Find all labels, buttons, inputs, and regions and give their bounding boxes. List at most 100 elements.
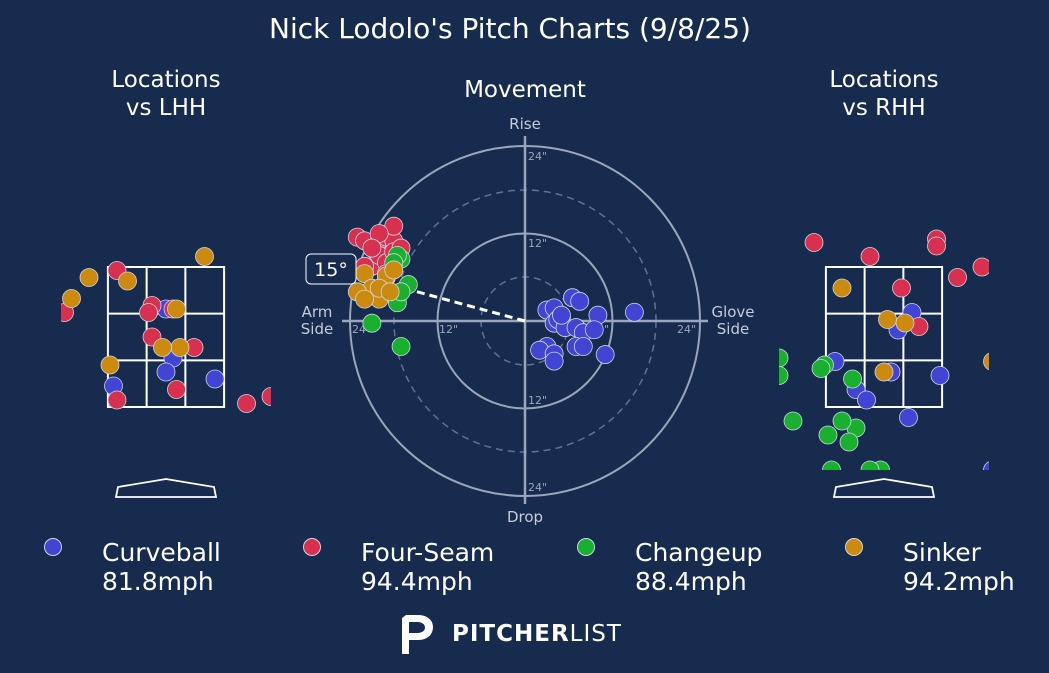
curveball-legend-marker [44,538,62,556]
legend-pitch-name: Four-Seam [361,538,495,567]
left-panel-title-line2: vs LHH [126,95,206,121]
right-panel-title-line2: vs RHH [842,95,925,121]
rise-label: Rise [509,115,541,133]
curveball-movement-point [552,305,571,325]
changeup-movement-point [391,337,411,356]
sinker-pitch-point [118,271,137,291]
ring-label-top-12: 12" [528,237,547,250]
sinker-movement-point [355,289,374,309]
arm-side-label-line1: Arm [302,303,333,321]
glove-side-label-line1: Glove [711,303,754,321]
curveball-movement-point [584,320,604,340]
legend-item-changeup: Changeup 88.4mph [577,538,762,596]
ring-label-right-24: 24" [677,323,696,336]
changeup-pitch-point [839,432,859,452]
curveball-pitch-point [156,362,176,382]
sinker-movement-point [380,282,400,302]
changeup-pitch-point [811,359,831,378]
curveball-pitch-point [1029,454,1047,472]
changeup-pitch-point [822,460,841,470]
locations-vs-lhh-plot [61,247,280,500]
curveball-movement-point [624,302,644,322]
legend-pitch-speed: 94.4mph [361,567,473,596]
curveball-movement-point [595,345,615,364]
curveball-pitch-point [1008,388,1026,406]
sinker-pitch-point [153,338,172,357]
four-seam-pitch-point [804,233,824,252]
four-seam-movement-point [362,238,382,258]
legend-pitch-name: Sinker [903,538,981,567]
home-plate [832,478,936,498]
arm-angle-line [391,283,526,323]
four-seam-pitch-point [892,278,911,298]
center-panel-title: Movement [464,77,586,103]
changeup-pitch-point [860,460,880,470]
four-seam-pitch-point [107,390,127,410]
curveball-movement-point [570,291,590,311]
home-plate [114,478,218,498]
four-seam-pitch-point [139,303,158,322]
four-seam-legend-marker [303,538,321,556]
changeup-pitch-point [832,411,852,431]
arm-angle-label: 15° [314,259,348,281]
curveball-pitch-point [262,482,280,500]
four-seam-pitch-point [753,230,771,248]
legend-pitch-speed: 88.4mph [635,567,747,596]
sinker-pitch-point [983,352,989,371]
curveball-pitch-point [857,390,876,410]
four-seam-pitch-point [994,265,1012,283]
sinker-pitch-point [895,313,915,333]
location-points [61,247,280,500]
legend-pitch-speed: 81.8mph [102,567,214,596]
changeup-pitch-point [783,411,803,431]
four-seam-pitch-point [261,387,271,406]
sinker-pitch-point [170,338,190,357]
sinker-movement-point [384,260,404,280]
legend-item-sinker: Sinker 94.2mph [845,538,1015,596]
curveball-pitch-point [983,461,989,470]
arm-side-label-line2: Side [301,320,333,338]
changeup-pitch-point [779,348,789,368]
strike-zone [824,266,944,408]
four-seam-pitch-point [167,380,186,399]
arm-angle-box [305,253,357,285]
ring-label-top-24: 24" [528,150,547,163]
sinker-legend-marker [845,538,863,556]
ring-label-left-12: 12" [439,323,458,336]
four-seam-pitch-point [927,236,946,256]
strike-zone [106,266,226,408]
four-seam-pitch-point [237,394,256,413]
curveball-pitch-point [930,366,950,385]
sinker-pitch-point [100,355,120,375]
sinker-pitch-point [79,268,99,287]
movement-plot: Rise Drop Arm Side Glove Side 24" 12" 12… [301,115,755,526]
figure-title: Nick Lodolo's Pitch Charts (9/8/25) [269,12,751,45]
sinker-pitch-point [62,289,81,308]
four-seam-pitch-point [948,268,967,287]
changeup-pitch-point [749,412,767,430]
changeup-pitch-point [843,369,862,389]
pitcherlist-brand: PITCHERLIST [398,612,622,656]
four-seam-pitch-point [860,247,880,266]
sinker-pitch-point [167,299,186,319]
curveball-movement-point [573,337,593,356]
changeup-pitch-point [816,482,834,500]
four-seam-pitch-point [972,257,989,277]
curveball-movement-point [544,351,564,371]
ring-label-bottom-24: 24" [528,481,547,494]
right-panel-title-line1: Locations [829,67,938,93]
changeup-legend-marker [577,538,595,556]
movement-points [347,216,644,371]
pitcherlist-logo-icon [402,615,433,654]
curveball-pitch-point [205,369,225,389]
legend-item-four-seam: Four-Seam 94.4mph [303,538,494,596]
changeup-movement-point [362,313,382,333]
brand-bold-text: PITCHER [452,621,570,647]
drop-label: Drop [507,508,543,526]
left-panel-title-line1: Locations [111,67,220,93]
sinker-pitch-point [878,310,897,329]
changeup-pitch-point [818,425,838,445]
legend-pitch-name: Curveball [102,538,221,567]
